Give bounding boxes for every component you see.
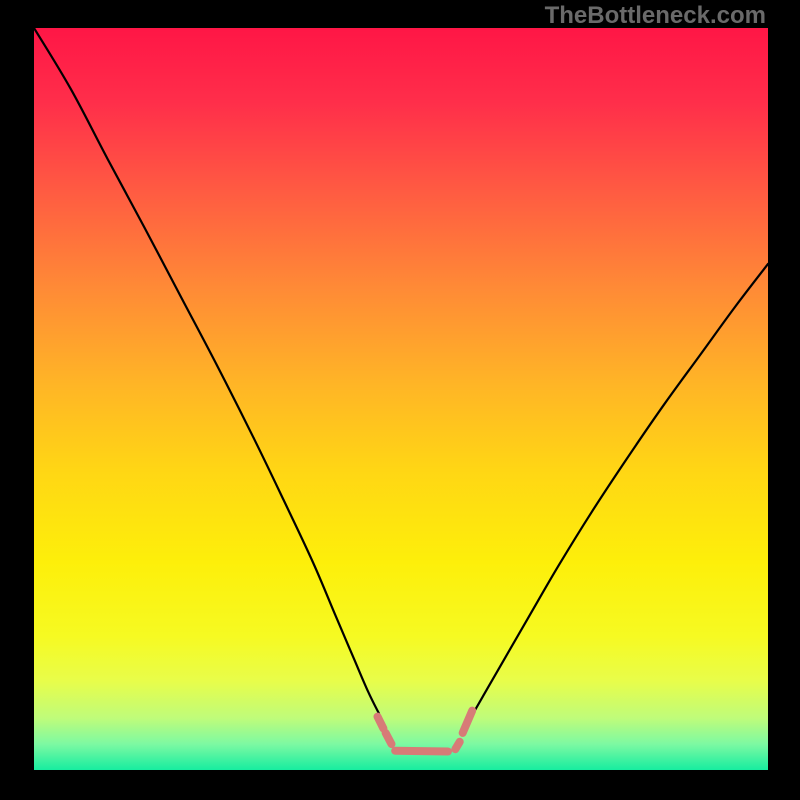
watermark-text: TheBottleneck.com (545, 2, 766, 30)
left-branch-curve (34, 28, 379, 714)
right-branch-curve (467, 264, 768, 724)
plot-area (34, 28, 768, 770)
dashed-trough (378, 711, 473, 752)
trough-dash (395, 751, 448, 752)
trough-dash (378, 717, 384, 729)
curves-svg (34, 28, 768, 770)
trough-dash (455, 742, 459, 749)
trough-dash (463, 711, 473, 733)
trough-dash (386, 733, 392, 744)
